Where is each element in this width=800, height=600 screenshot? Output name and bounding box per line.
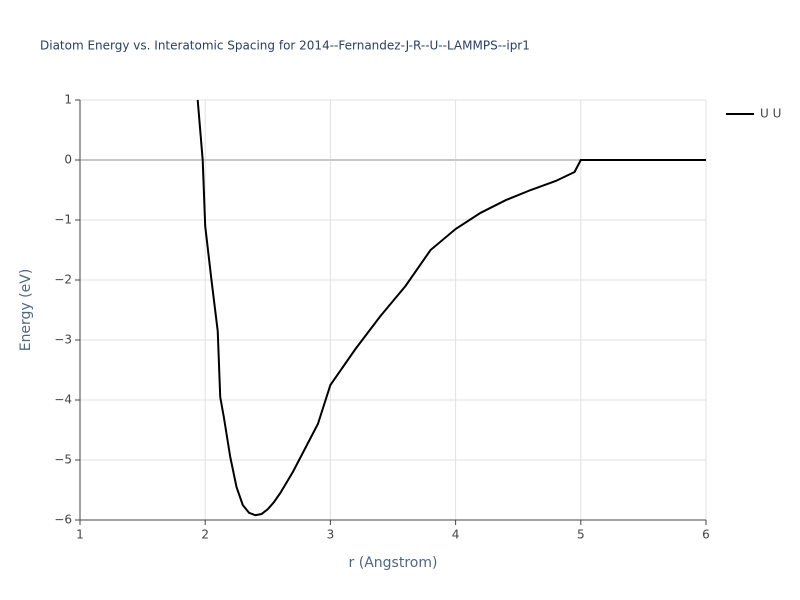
y-tick-label: −4: [54, 393, 72, 407]
chart-title: Diatom Energy vs. Interatomic Spacing fo…: [40, 39, 530, 53]
y-tick-label: −6: [54, 513, 72, 527]
x-tick-label: 4: [452, 528, 460, 542]
x-tick-label: 5: [577, 528, 585, 542]
x-tick-label: 1: [76, 528, 84, 542]
y-tick-label: −5: [54, 453, 72, 467]
y-tick-label: 1: [64, 93, 72, 107]
y-tick-label: −3: [54, 333, 72, 347]
x-tick-label: 2: [201, 528, 209, 542]
x-tick-label: 6: [702, 528, 710, 542]
x-tick-label: 3: [327, 528, 335, 542]
legend-label: U U: [760, 107, 781, 121]
y-axis-label: Energy (eV): [18, 269, 34, 352]
y-tick-label: 0: [64, 153, 72, 167]
y-tick-label: −1: [54, 213, 72, 227]
data-line: [196, 99, 706, 517]
y-tick-label: −2: [54, 273, 72, 287]
x-axis-label: r (Angstrom): [349, 555, 438, 571]
